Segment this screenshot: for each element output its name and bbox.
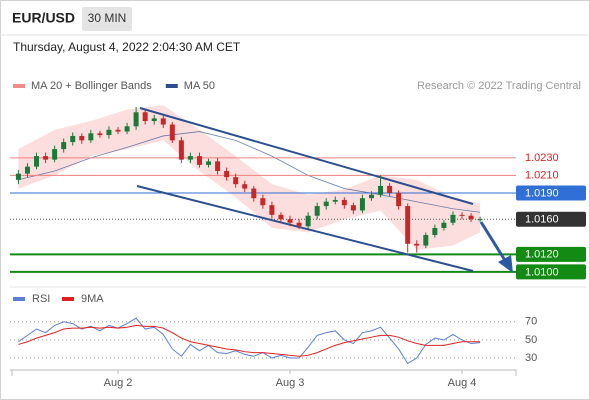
legend-label: 9MA: [81, 293, 104, 305]
legend-swatch: [62, 297, 74, 301]
candle-body: [468, 215, 474, 220]
credit: Research © 2022 Trading Central: [417, 80, 581, 92]
legend-label: MA 20 + Bollinger Bands: [31, 80, 152, 92]
candle-body: [260, 198, 266, 206]
candle-body: [423, 235, 429, 246]
y-tick-label: 30: [525, 352, 537, 364]
level-label: 1.0190: [525, 187, 559, 199]
candle-body: [88, 133, 94, 141]
candle-body: [459, 214, 465, 216]
candle-body: [450, 214, 456, 223]
legend-swatch: [165, 84, 178, 88]
candle-body: [341, 199, 347, 206]
rsi-line: [18, 317, 481, 365]
candle-body: [278, 214, 284, 220]
candle-body: [124, 126, 130, 132]
interval[interactable]: 30 MIN: [88, 11, 127, 25]
ma50-line: [18, 131, 481, 213]
channel-upper: [139, 107, 474, 205]
candle-body: [441, 222, 447, 229]
candle-body: [151, 118, 157, 122]
candle-body: [187, 156, 193, 160]
level-label: 1.0120: [525, 249, 559, 261]
bollinger-band: [18, 105, 481, 250]
candle-body: [332, 199, 338, 202]
candle-body: [79, 135, 85, 141]
forecast-arrowhead: [498, 255, 513, 273]
level-box: [516, 211, 586, 227]
candle-body: [359, 198, 365, 211]
candle-body: [414, 243, 420, 246]
candle-body: [196, 156, 202, 165]
candle-body: [269, 205, 275, 215]
candle-body: [350, 205, 356, 211]
candle-body: [242, 184, 248, 189]
candle-body: [133, 112, 139, 127]
y-tick-label: 50: [525, 334, 537, 346]
candle-body: [106, 129, 112, 136]
candle-body: [314, 206, 320, 216]
candle-body: [24, 166, 30, 174]
candle-body: [432, 228, 438, 236]
channel-lower: [136, 185, 474, 272]
candle-body: [233, 177, 239, 185]
legend-swatch: [13, 84, 25, 88]
candle-body: [477, 219, 483, 221]
candle-body: [61, 142, 67, 150]
level-label: 1.0100: [525, 266, 559, 278]
forecast-arrow: [479, 221, 508, 263]
level-box: [516, 185, 586, 201]
candle-body: [178, 140, 184, 160]
candle-body: [296, 222, 302, 227]
x-tick-label: Aug 2: [104, 377, 133, 389]
candle-body: [15, 173, 21, 180]
candle-body: [160, 118, 166, 125]
candle-body: [97, 133, 103, 136]
level-label: 1.0160: [525, 214, 559, 226]
candle-body: [169, 124, 175, 141]
candle-body: [378, 185, 384, 195]
rsi-line: [18, 324, 481, 357]
candle-body: [224, 171, 230, 178]
candle-body: [305, 215, 311, 227]
candle-body: [251, 188, 257, 199]
candle-body: [70, 135, 76, 143]
candle-body: [43, 156, 49, 160]
x-tick-label: Aug 4: [448, 377, 477, 389]
candle-body: [34, 156, 40, 167]
candle-body: [405, 206, 411, 244]
legend-label: MA 50: [184, 80, 215, 92]
y-tick-label: 70: [525, 316, 537, 328]
candle-body: [368, 194, 374, 199]
candle-body: [287, 219, 293, 223]
level-label: 1.0210: [525, 169, 559, 181]
candle-body: [387, 185, 393, 193]
candle-body: [323, 201, 329, 207]
level-box: [516, 264, 586, 280]
legend-swatch: [13, 297, 25, 301]
datetime: Thursday, August 4, 2022 2:04:30 AM CET: [13, 40, 241, 54]
candle-body: [215, 161, 221, 172]
interval-tab[interactable]: [82, 7, 132, 31]
legend-label: RSI: [32, 293, 50, 305]
level-box: [516, 246, 586, 262]
candle-body: [52, 149, 58, 160]
candle-body: [142, 112, 148, 122]
x-tick-label: Aug 3: [276, 377, 305, 389]
candle-body: [396, 192, 402, 207]
level-label: 1.0230: [525, 152, 559, 164]
symbol: EUR/USD: [12, 10, 75, 26]
candle-body: [115, 129, 121, 132]
candle-body: [206, 161, 212, 165]
